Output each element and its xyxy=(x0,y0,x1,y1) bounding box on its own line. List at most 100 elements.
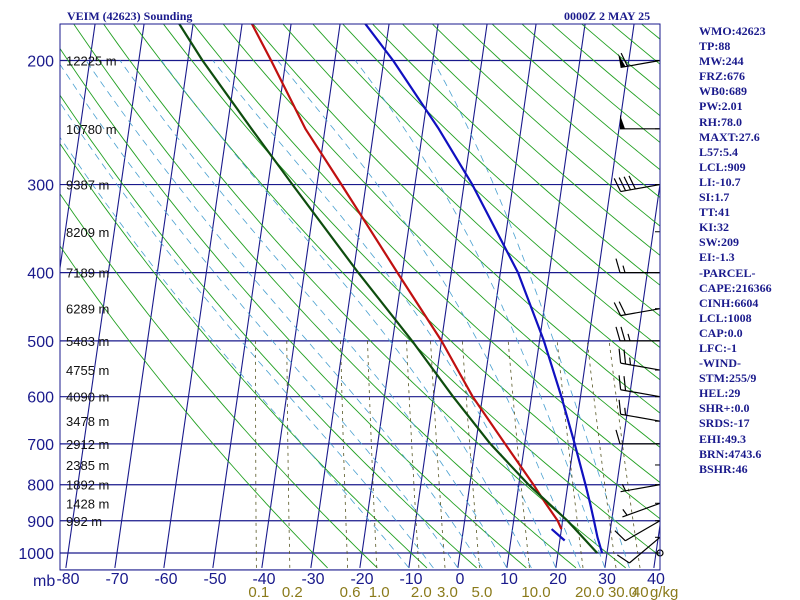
isotherm-line xyxy=(310,24,390,569)
pressure-tick-label: 200 xyxy=(27,54,54,71)
dry-adiabat xyxy=(491,24,660,171)
index-row: WMO:42623 xyxy=(699,24,766,38)
wind-barb-flag xyxy=(618,375,622,390)
moist-adiabat xyxy=(60,63,459,569)
height-label: 12225 m xyxy=(66,54,117,69)
wind-barb-flag xyxy=(618,301,627,315)
mixing-ratio-tick-label: 20.0 xyxy=(575,584,604,600)
index-row: SW:209 xyxy=(699,235,740,250)
moist-adiabat xyxy=(60,101,434,569)
height-label: 7189 m xyxy=(66,266,109,281)
index-row: KI:32 xyxy=(699,220,729,235)
temperature-tick-label: -20 xyxy=(350,571,373,588)
temperature-tick-label: 10 xyxy=(500,571,518,588)
index-row: PW:2.01 xyxy=(699,99,743,114)
index-row: TP:88 xyxy=(699,39,731,54)
dry-adiabat xyxy=(401,24,660,256)
dry-adiabat xyxy=(312,24,660,349)
mixing-ratio-tick-label: 2.0 xyxy=(411,584,432,600)
wind-barb-staff xyxy=(620,183,661,193)
wind-barb xyxy=(622,502,661,518)
wind-barb xyxy=(615,326,660,342)
reference-line-profile xyxy=(178,24,599,554)
moist-adiabat xyxy=(277,60,581,569)
index-row: EI:-1.3 xyxy=(699,250,735,265)
wind-barb-staff xyxy=(620,362,661,371)
mixing-ratio-line xyxy=(406,340,420,568)
wind-barb-flag xyxy=(614,530,626,542)
moist-adiabat xyxy=(354,60,606,569)
wind-barb-half-flag xyxy=(622,265,626,273)
grid-layer xyxy=(60,24,660,570)
wind-barb-half-flag xyxy=(627,333,631,342)
temperature-tick-label: -60 xyxy=(154,571,177,588)
index-row: TT:41 xyxy=(699,205,731,220)
isotherm-line xyxy=(506,24,586,569)
pressure-tick-label: 800 xyxy=(27,478,54,495)
dry-adiabat xyxy=(252,24,660,414)
index-row: EHI:49.3 xyxy=(699,431,747,446)
isotherm-line xyxy=(359,24,439,569)
index-row: MW:244 xyxy=(699,54,744,69)
label-layer: 0.10.20.61.02.03.05.010.020.030.040g/kg1… xyxy=(18,23,678,600)
moist-adiabat xyxy=(212,60,557,569)
dry-adiabat xyxy=(60,245,328,569)
dry-adiabat xyxy=(282,24,660,381)
isotherm-line xyxy=(60,24,96,272)
wind-barb-pennant xyxy=(618,53,626,68)
mixing-ratio-line xyxy=(461,340,480,568)
height-label: 4755 m xyxy=(66,363,109,378)
mixing-ratio-tick-label: 40 xyxy=(632,584,649,600)
wind-barb-flag xyxy=(628,175,636,190)
wind-barb-staff xyxy=(628,536,661,564)
temperature-tick-label: -30 xyxy=(301,571,324,588)
mixing-ratio-tick-label: 30.0 xyxy=(608,584,637,600)
moist-adiabat xyxy=(85,60,483,569)
mixing-ratio-line xyxy=(367,340,378,568)
mixing-ratio-line xyxy=(255,340,257,568)
wind-barb xyxy=(613,175,661,193)
wind-barb-staff xyxy=(622,502,661,518)
pressure-tick-label: 500 xyxy=(27,334,54,351)
wind-barb xyxy=(616,536,661,564)
wind-barb-staff xyxy=(620,413,661,422)
wind-barb xyxy=(614,520,661,542)
height-label: 10780 m xyxy=(66,122,117,137)
dry-adiabat xyxy=(372,24,660,286)
index-row: CAP:0.0 xyxy=(699,325,743,340)
index-row: RH:78.0 xyxy=(699,114,742,129)
height-label: 2385 m xyxy=(66,458,109,473)
isotherm-line xyxy=(555,24,635,569)
mixing-ratio-line xyxy=(586,340,617,568)
height-label: 6289 m xyxy=(66,302,109,317)
height-label: 2912 m xyxy=(66,437,109,452)
height-label: 9387 m xyxy=(66,178,109,193)
index-row: HEL:29 xyxy=(699,386,741,401)
pressure-tick-label: 700 xyxy=(27,437,54,454)
index-row: SHR+:0.0 xyxy=(699,401,750,416)
index-row: MAXT:27.6 xyxy=(699,129,760,144)
index-row: LCL:1008 xyxy=(699,310,752,325)
dry-adiabat xyxy=(192,24,660,484)
wind-barb xyxy=(615,429,660,445)
sounding-title: VEIM (42623) Sounding xyxy=(67,9,192,23)
wind-barb-flag xyxy=(615,429,621,445)
mixing-ratio-line xyxy=(286,340,291,568)
index-row: LI:-10.7 xyxy=(699,174,741,189)
wind-barb-staff xyxy=(620,308,661,317)
isotherm-line xyxy=(163,24,243,569)
index-row: CAPE:216366 xyxy=(699,280,772,295)
temperature-tick-label: -80 xyxy=(56,571,79,588)
wind-barb-staff xyxy=(625,520,661,542)
wind-barb xyxy=(620,114,660,130)
dry-adiabat xyxy=(431,24,660,227)
wind-barb xyxy=(613,301,661,317)
height-label: 8209 m xyxy=(66,225,109,240)
wind-barb-half-flag xyxy=(629,357,632,365)
wind-barb-flag xyxy=(618,399,622,415)
mixing-ratio-tick-label: 0.1 xyxy=(248,584,269,600)
pressure-unit-label: mb xyxy=(33,573,55,590)
parcel-profile xyxy=(364,24,604,554)
dry-adiabat xyxy=(342,24,660,317)
pressure-tick-label: 300 xyxy=(27,178,54,195)
